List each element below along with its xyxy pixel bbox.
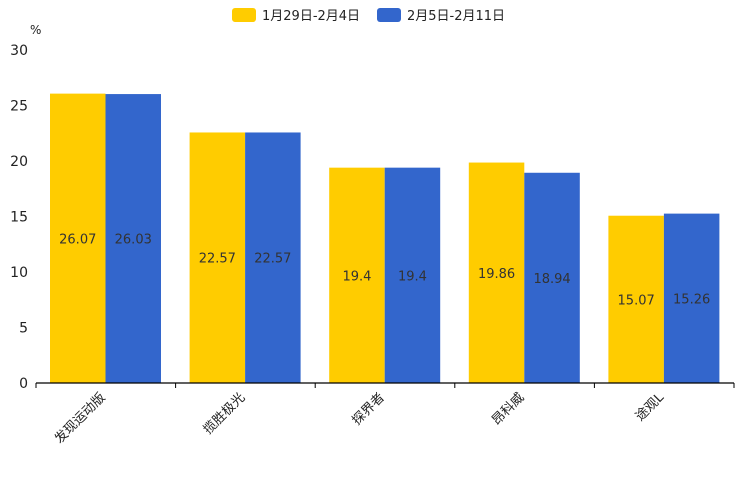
y-tick-label: 25 <box>10 99 28 115</box>
y-axis-label: % <box>30 23 41 37</box>
data-label: 26.03 <box>115 233 152 248</box>
legend-label[interactable]: 1月29日-2月4日 <box>262 9 360 24</box>
data-label: 22.57 <box>254 252 291 267</box>
bar[interactable] <box>105 94 162 383</box>
x-tick-label: 探界者 <box>350 390 388 428</box>
y-tick-label: 15 <box>10 210 28 226</box>
data-label: 19.4 <box>398 269 427 284</box>
bar[interactable] <box>468 162 525 383</box>
data-label: 26.07 <box>59 232 96 247</box>
legend-label[interactable]: 2月5日-2月11日 <box>407 9 505 24</box>
x-tick-label: 昂科威 <box>489 390 527 428</box>
data-label: 18.94 <box>533 272 570 287</box>
bar[interactable] <box>329 167 385 383</box>
bar[interactable] <box>663 213 720 383</box>
y-tick-label: 5 <box>19 321 28 337</box>
data-label: 15.07 <box>618 293 655 308</box>
bar[interactable] <box>608 215 664 383</box>
y-tick-label: 0 <box>19 376 28 392</box>
bar[interactable] <box>384 167 441 383</box>
data-label: 19.86 <box>478 267 515 282</box>
legend-swatch[interactable] <box>377 8 401 22</box>
data-label: 19.4 <box>342 269 371 284</box>
bar[interactable] <box>524 172 580 383</box>
legend-swatch[interactable] <box>232 8 256 22</box>
bar[interactable] <box>245 132 301 383</box>
y-tick-label: 30 <box>10 43 28 59</box>
bar[interactable] <box>189 132 246 383</box>
bar[interactable] <box>50 93 106 384</box>
y-tick-label: 20 <box>10 154 28 170</box>
x-tick-label: 揽胜极光 <box>200 390 248 438</box>
data-label: 15.26 <box>673 292 710 307</box>
x-tick-label: 发现运动版 <box>51 390 108 447</box>
data-label: 22.57 <box>199 252 236 267</box>
x-tick-label: 途观L <box>632 389 667 424</box>
y-tick-label: 10 <box>10 265 28 281</box>
